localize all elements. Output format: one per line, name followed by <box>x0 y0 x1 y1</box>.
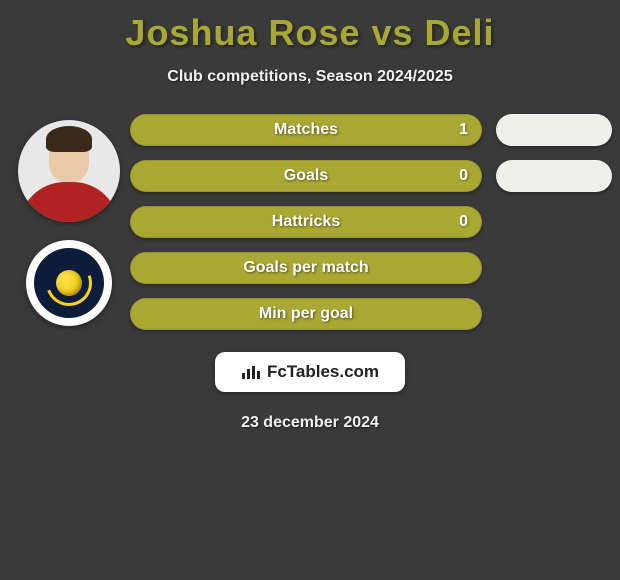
stat-row-hattricks: Hattricks 0 <box>130 206 482 238</box>
club-logo-swirl <box>38 252 99 313</box>
subtitle: Club competitions, Season 2024/2025 <box>0 68 620 86</box>
stat-label: Matches <box>274 121 338 139</box>
stat-row-goals: Goals 0 <box>130 160 482 192</box>
stat-bar: Min per goal <box>130 298 482 330</box>
stat-value-player1: 1 <box>459 121 468 139</box>
stat-label: Goals <box>284 167 328 185</box>
pill-placeholder <box>496 298 612 330</box>
bar-chart-icon <box>241 364 261 380</box>
stat-bars-column: Matches 1 Goals 0 Hattricks 0 Goals per … <box>130 114 482 330</box>
player2-pill-column <box>482 114 612 330</box>
stat-label: Goals per match <box>243 259 368 277</box>
brand-row: FcTables.com <box>0 352 620 392</box>
generation-date: 23 december 2024 <box>0 414 620 432</box>
comparison-section: Matches 1 Goals 0 Hattricks 0 Goals per … <box>0 114 620 330</box>
stat-bar: Hattricks 0 <box>130 206 482 238</box>
player1-avatar <box>18 120 120 222</box>
stat-label: Hattricks <box>272 213 340 231</box>
stat-bar: Goals per match <box>130 252 482 284</box>
brand-text: FcTables.com <box>267 362 379 382</box>
player2-pill-goals <box>496 160 612 192</box>
pill-placeholder <box>496 252 612 284</box>
avatar-hair <box>46 126 92 152</box>
stat-row-min-per-goal: Min per goal <box>130 298 482 330</box>
player1-club-logo <box>26 240 112 326</box>
pill-placeholder <box>496 206 612 238</box>
stat-bar: Goals 0 <box>130 160 482 192</box>
stat-row-matches: Matches 1 <box>130 114 482 146</box>
player2-pill-matches <box>496 114 612 146</box>
avatar-shirt <box>19 182 119 222</box>
player1-media-column <box>8 114 130 330</box>
stat-value-player1: 0 <box>459 213 468 231</box>
stat-label: Min per goal <box>259 305 353 323</box>
brand-link[interactable]: FcTables.com <box>215 352 405 392</box>
club-logo-inner <box>34 248 104 318</box>
page-title: Joshua Rose vs Deli <box>0 0 620 54</box>
stat-bar: Matches 1 <box>130 114 482 146</box>
stat-value-player1: 0 <box>459 167 468 185</box>
stat-row-goals-per-match: Goals per match <box>130 252 482 284</box>
